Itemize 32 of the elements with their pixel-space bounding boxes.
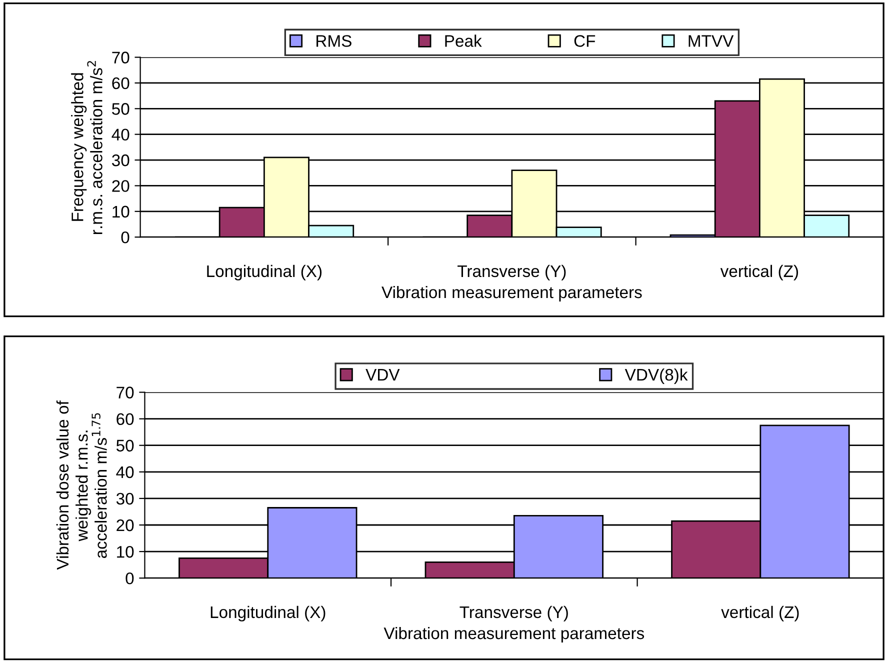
y-tick-label: 20 [116, 519, 134, 532]
y-tick-label: 30 [116, 492, 134, 505]
legend-label: Peak [445, 34, 482, 47]
y-tick-label: 0 [121, 231, 130, 244]
y-tick-label: 10 [117, 546, 134, 558]
x-tick-label: vertical (Z) [720, 264, 798, 280]
y-tick-label: 20 [112, 180, 130, 192]
y-tick-label: 0 [126, 572, 134, 584]
y-tick-label: 50 [116, 440, 134, 452]
legend-label: MTVV [688, 35, 734, 47]
y-tick-label: 70 [116, 386, 134, 398]
x-axis-title: Vibration measurement parameters [382, 286, 642, 302]
x-tick-label: Longitudinal (X) [210, 606, 326, 622]
y-axis-title: Vibration dose value of weighted r.m.s. acceleration m/s$^{1.75}$ [56, 400, 107, 570]
legend-label: CF [574, 35, 596, 47]
x-axis-title: Vibration measurement parameters [384, 626, 644, 642]
y-tick-label: 60 [116, 413, 134, 426]
legend-label: RMS [316, 35, 352, 47]
y-tick-label: 70 [112, 52, 130, 64]
x-tick-label: Transverse (Y) [460, 606, 568, 622]
y-tick-label: 10 [112, 206, 130, 218]
legend-label: VDV [366, 369, 400, 381]
y-tick-label: 60 [112, 77, 130, 90]
x-tick-label: vertical (Z) [721, 606, 799, 622]
y-tick-label: 30 [112, 154, 130, 166]
x-tick-label: Longitudinal (X) [207, 264, 322, 280]
y-tick-label: 40 [112, 128, 130, 141]
y-tick-label: 50 [112, 103, 130, 115]
legend-label: VDV(8)k [624, 368, 688, 384]
y-axis-title: Frequency weighted r.m.s. acceleration m/s$^{2}$ [71, 61, 102, 234]
y-tick-label: 40 [116, 466, 134, 478]
x-tick-label: Transverse (Y) [458, 264, 566, 280]
